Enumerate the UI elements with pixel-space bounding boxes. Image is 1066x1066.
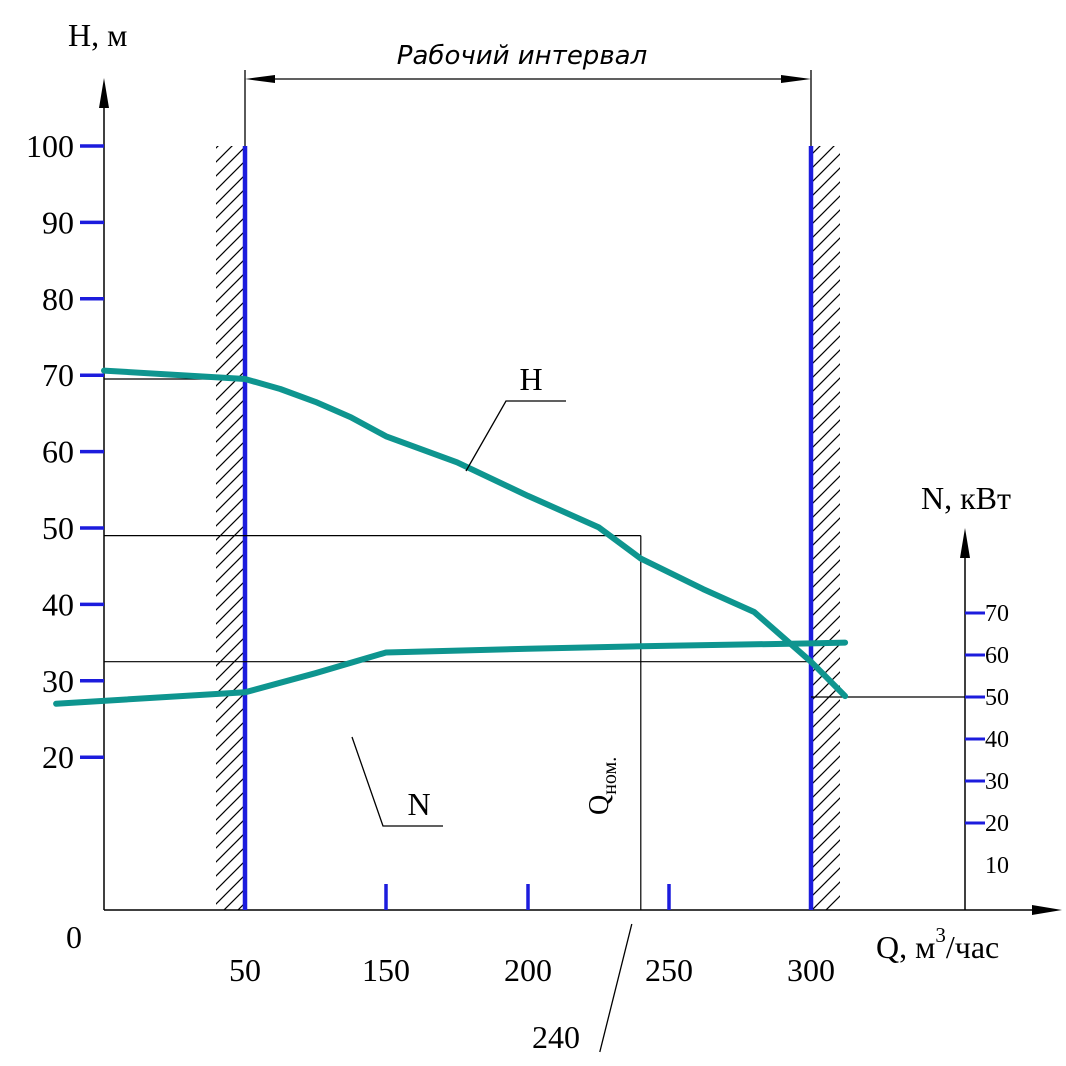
n-axis-arrow	[960, 528, 970, 558]
h-tick-label: 100	[26, 128, 74, 164]
q-axis-ticks: 50 150 200 250 300	[229, 884, 835, 988]
h-tick-label: 30	[42, 663, 74, 699]
series-n-label: N	[407, 786, 430, 822]
series-h-curve	[101, 367, 849, 700]
q-axis-title-suffix: /час	[946, 929, 999, 965]
q-axis-arrow	[1032, 905, 1062, 915]
interval-arrow-left	[245, 75, 275, 83]
n-tick-label: 30	[985, 769, 1009, 795]
n-tick-label: 60	[985, 643, 1009, 669]
q-nominal-label: Qном.	[584, 757, 621, 815]
working-interval-label: Рабочий интервал	[397, 41, 647, 71]
h-tick-label: 20	[42, 739, 74, 775]
origin-label: 0	[66, 919, 82, 955]
q-nominal-label-sub: ном.	[599, 757, 621, 795]
interval-arrow-right	[781, 75, 811, 83]
n-tick-label: 10	[985, 853, 1009, 879]
n-tick-label: 40	[985, 727, 1009, 753]
n-axis-ticks: 70 60 50 40 30 20 10	[965, 601, 1009, 879]
q-nominal-label-main: Q	[584, 795, 615, 815]
h-tick-label: 40	[42, 586, 74, 622]
q-axis-title-sup: 3	[935, 923, 946, 947]
hatch-left-zone	[216, 146, 245, 910]
h-axis-ticks: 100 90 80 70 60 50 40 30 20	[26, 128, 104, 775]
h-axis-arrow	[99, 78, 109, 108]
q-tick-label: 250	[645, 952, 693, 988]
q-tick-label: 150	[362, 952, 410, 988]
q-nominal-leader	[599, 923, 633, 1053]
n-axis-title: N, кВт	[921, 480, 1011, 516]
q-tick-label: 200	[504, 952, 552, 988]
n-tick-label: 20	[985, 811, 1009, 837]
n-tick-label: 70	[985, 601, 1009, 627]
hatch-right-zone	[811, 146, 840, 910]
h-tick-label: 70	[42, 357, 74, 393]
q-tick-label: 300	[787, 952, 835, 988]
n-tick-label: 50	[985, 685, 1009, 711]
h-tick-label: 90	[42, 204, 74, 240]
reference-lines	[104, 378, 965, 910]
series-h-label: H	[519, 361, 542, 397]
h-tick-label: 60	[42, 434, 74, 470]
q-axis-title: Q, м3/час	[876, 923, 999, 965]
series-h-leader	[465, 400, 566, 472]
h-tick-label: 80	[42, 281, 74, 317]
series-n-curve	[53, 639, 849, 707]
q-nominal-value: 240	[532, 1019, 580, 1055]
h-tick-label: 50	[42, 510, 74, 546]
q-axis-title-prefix: Q, м	[876, 929, 935, 965]
h-axis-title: H, м	[68, 17, 127, 53]
q-tick-label: 50	[229, 952, 261, 988]
series-n-leader	[351, 736, 443, 827]
